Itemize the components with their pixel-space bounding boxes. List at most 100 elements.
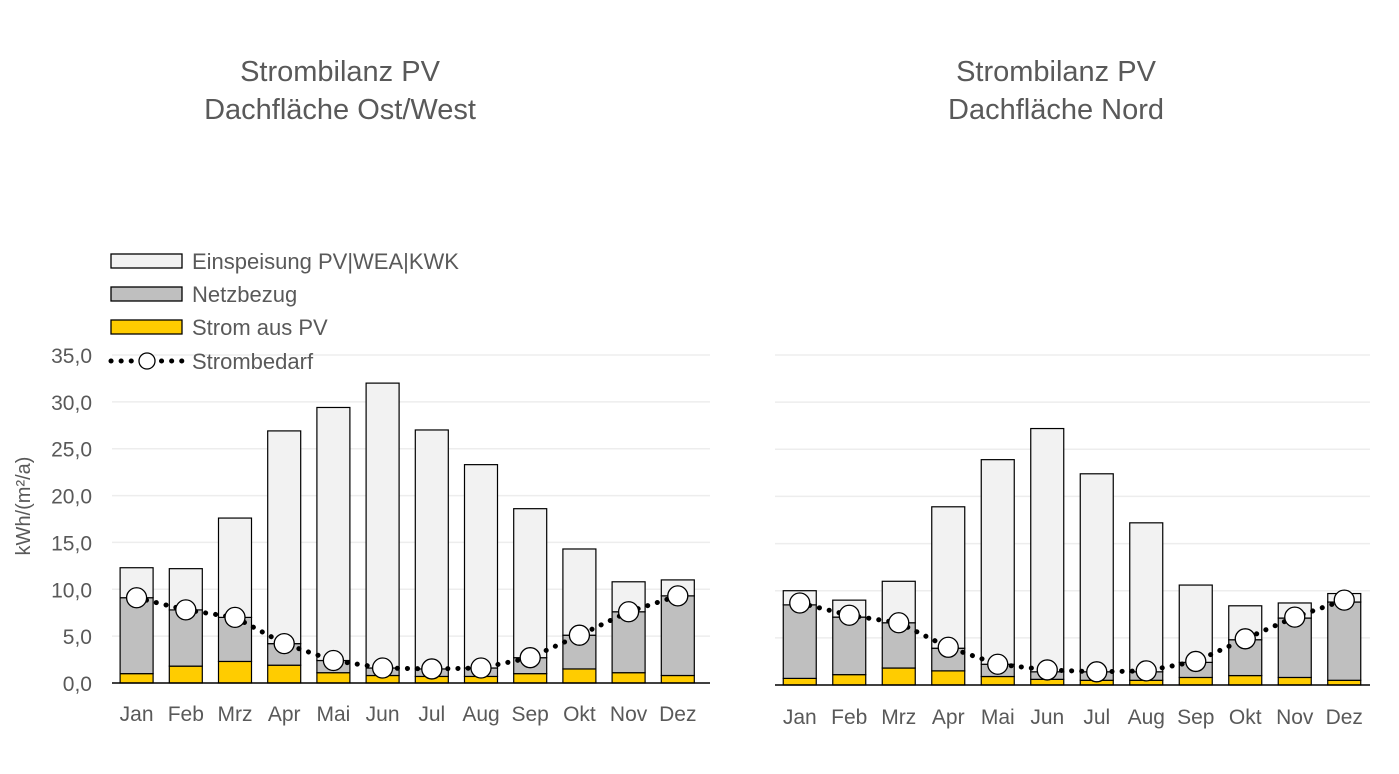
y-tick-label: 0,0: [63, 673, 92, 696]
strombedarf-marker-sep: [519, 647, 541, 669]
bar-einspeisung-pv-wea-kwk-mai: [980, 459, 1015, 665]
strombedarf-marker-nov: [1284, 606, 1306, 628]
strombedarf-line: [789, 589, 1355, 683]
strombedarf-marker-aug: [1135, 660, 1157, 682]
legend-swatch: [110, 319, 183, 335]
bar-einspeisung-pv-wea-kwk-apr: [267, 430, 302, 645]
strombedarf-marker-okt: [1234, 628, 1256, 650]
y-tick-label: 20,0: [51, 486, 92, 509]
bar-strom-aus-pv-dez: [660, 674, 695, 684]
x-tick-label: Aug: [1128, 706, 1165, 729]
strombedarf-marker-mai: [322, 649, 345, 672]
strombedarf-marker-jun: [1036, 659, 1058, 681]
strombedarf-marker-nov: [617, 601, 640, 623]
bar-einspeisung-pv-wea-kwk-jul: [1079, 473, 1114, 673]
strombedarf-marker-mai: [987, 653, 1009, 675]
strombedarf-marker-mrz: [224, 606, 246, 629]
strombedarf-marker-jul: [1086, 661, 1108, 683]
x-tick-labels: Jan Feb Mrz Apr Mai Jun Jul Aug Sep Okt Nov Dez: [120, 703, 697, 726]
legend-label: Netzbezug: [192, 282, 297, 307]
legend-swatch-marker: [138, 352, 156, 370]
strombedarf-marker-aug: [470, 657, 492, 679]
bar-einspeisung-pv-wea-kwk-sep: [513, 508, 548, 659]
bar-netzbezug-nov: [1277, 617, 1312, 679]
bar-strom-aus-pv-sep: [1178, 676, 1213, 686]
strombedarf-dotted-line: [797, 597, 1347, 675]
bar-einspeisung-pv-wea-kwk-apr: [931, 506, 966, 649]
strombedarf-marker-mrz: [888, 612, 910, 634]
bar-strom-aus-pv-feb: [168, 665, 203, 684]
x-tick-label: Dez: [1326, 706, 1363, 729]
x-tick-label: Feb: [168, 703, 204, 726]
x-tick-label: Jan: [120, 703, 154, 726]
legend-label: Einspeisung PV|WEA|KWK: [192, 249, 459, 274]
bars: [775, 427, 1370, 686]
y-tick-label: 10,0: [51, 579, 92, 602]
x-tick-label: Jul: [418, 703, 445, 726]
strombedarf-marker-apr: [937, 636, 959, 658]
x-tick-label: Mai: [316, 703, 350, 726]
bar-netzbezug-jan: [782, 604, 817, 679]
x-tick-label: Sep: [1177, 706, 1214, 729]
strombedarf-marker-apr: [273, 632, 295, 655]
strombedarf-marker-dez: [667, 585, 689, 607]
bar-netzbezug-feb: [832, 616, 867, 676]
gridlines: [112, 354, 710, 637]
x-tick-label: Okt: [1229, 706, 1262, 729]
strombedarf-marker-okt: [568, 624, 591, 646]
x-tick-label: Nov: [610, 703, 648, 726]
strombedarf-marker-jun: [371, 657, 394, 679]
bar-netzbezug-dez: [1327, 601, 1362, 681]
strombedarf-marker-dez: [1333, 589, 1355, 611]
y-tick-label: 30,0: [51, 392, 92, 415]
x-tick-label: Mrz: [218, 703, 253, 726]
x-tick-label: Mai: [981, 706, 1015, 729]
bar-einspeisung-pv-wea-kwk-sep: [1178, 584, 1213, 663]
bar-strom-aus-pv-apr: [931, 670, 966, 686]
bar-strom-aus-pv-nov: [611, 672, 646, 684]
x-tick-label: Nov: [1276, 706, 1314, 729]
chart-title: Strombilanz PV: [240, 56, 441, 88]
strombedarf-marker-jul: [421, 658, 443, 680]
y-tick-label: 25,0: [51, 439, 92, 462]
bars: [112, 382, 710, 684]
y-axis-label: kWh/(m²/a): [13, 457, 35, 556]
strombedarf-marker-feb: [175, 599, 197, 621]
legend-label: Strom aus PV: [192, 315, 328, 340]
x-tick-label: Apr: [268, 703, 301, 726]
x-tick-label: Okt: [563, 703, 596, 726]
chart-panel-nord: Strombilanz PV Dachfläche Nord Jan Feb Mrz…: [775, 56, 1370, 729]
bar-einspeisung-pv-wea-kwk-aug: [463, 464, 499, 669]
x-tick-label: Dez: [659, 703, 696, 726]
legend: Einspeisung PV|WEA|KWK Netzbezug Strom aus…: [108, 249, 459, 374]
bar-strom-aus-pv-mai: [980, 675, 1015, 686]
gridlines: [775, 354, 1370, 639]
x-tick-label: Aug: [462, 703, 499, 726]
bar-strom-aus-pv-sep: [513, 673, 548, 684]
strombedarf-line: [125, 585, 689, 680]
x-tick-label: Jun: [1030, 706, 1064, 729]
chart-subtitle: Dachfläche Nord: [948, 94, 1164, 126]
bar-einspeisung-pv-wea-kwk-jun: [365, 382, 400, 669]
bar-einspeisung-pv-wea-kwk-okt: [562, 548, 597, 636]
bar-netzbezug-dez: [660, 595, 695, 677]
x-tick-labels: Jan Feb Mrz Apr Mai Jun Jul Aug Sep Okt Nov Dez: [783, 706, 1363, 729]
x-tick-label: Mrz: [881, 706, 916, 729]
chart-panel-ost-west: Strombilanz PV Dachfläche Ost/West kWh/(…: [13, 56, 710, 726]
strombedarf-marker-sep: [1185, 650, 1207, 673]
x-tick-label: Apr: [932, 706, 965, 729]
bar-einspeisung-pv-wea-kwk-mrz: [217, 517, 253, 619]
strombedarf-marker-jan: [789, 592, 811, 614]
legend-swatch: [110, 286, 183, 302]
legend-label: Strombedarf: [192, 349, 314, 374]
bar-strom-aus-pv-okt: [562, 668, 597, 684]
chart-title: Strombilanz PV: [956, 56, 1157, 88]
x-tick-label: Feb: [831, 706, 867, 729]
y-tick-labels: 0,0 5,0 10,0 15,0 20,0 25,0 30,0 35,0: [51, 345, 92, 696]
bar-strom-aus-pv-okt: [1228, 674, 1263, 686]
bar-einspeisung-pv-wea-kwk-jul: [414, 429, 449, 670]
y-tick-label: 35,0: [51, 345, 92, 368]
strombedarf-marker-feb: [838, 604, 860, 626]
x-tick-label: Jan: [783, 706, 817, 729]
